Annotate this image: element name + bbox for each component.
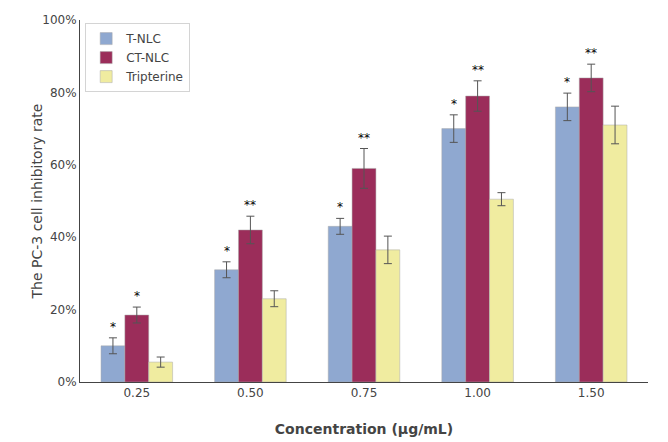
svg-text:80%: 80% xyxy=(50,86,77,100)
svg-text:40%: 40% xyxy=(50,230,77,244)
svg-text:1.50: 1.50 xyxy=(578,386,605,400)
svg-text:**: ** xyxy=(244,198,256,212)
svg-text:*: * xyxy=(134,289,140,303)
svg-text:60%: 60% xyxy=(50,158,77,172)
svg-text:0.50: 0.50 xyxy=(237,386,264,400)
svg-text:**: ** xyxy=(472,63,484,77)
svg-text:100%: 100% xyxy=(42,13,76,27)
svg-text:The PC-3 cell inhibitory rate: The PC-3 cell inhibitory rate xyxy=(29,104,45,300)
svg-text:0.75: 0.75 xyxy=(351,386,378,400)
svg-text:CT-NLC: CT-NLC xyxy=(126,51,169,65)
svg-text:Concentration (µg/mL): Concentration (µg/mL) xyxy=(275,421,453,437)
svg-text:T-NLC: T-NLC xyxy=(125,32,161,46)
svg-text:*: * xyxy=(451,97,457,111)
svg-text:*: * xyxy=(224,244,230,258)
svg-text:*: * xyxy=(337,200,343,214)
svg-text:0%: 0% xyxy=(58,375,77,389)
svg-text:Tripterine: Tripterine xyxy=(125,70,183,84)
svg-text:**: ** xyxy=(358,131,370,145)
svg-text:0.25: 0.25 xyxy=(123,386,150,400)
svg-text:1.00: 1.00 xyxy=(464,386,491,400)
svg-text:*: * xyxy=(110,320,116,334)
svg-text:*: * xyxy=(564,75,570,89)
svg-text:20%: 20% xyxy=(50,303,77,317)
svg-text:**: ** xyxy=(585,46,597,60)
